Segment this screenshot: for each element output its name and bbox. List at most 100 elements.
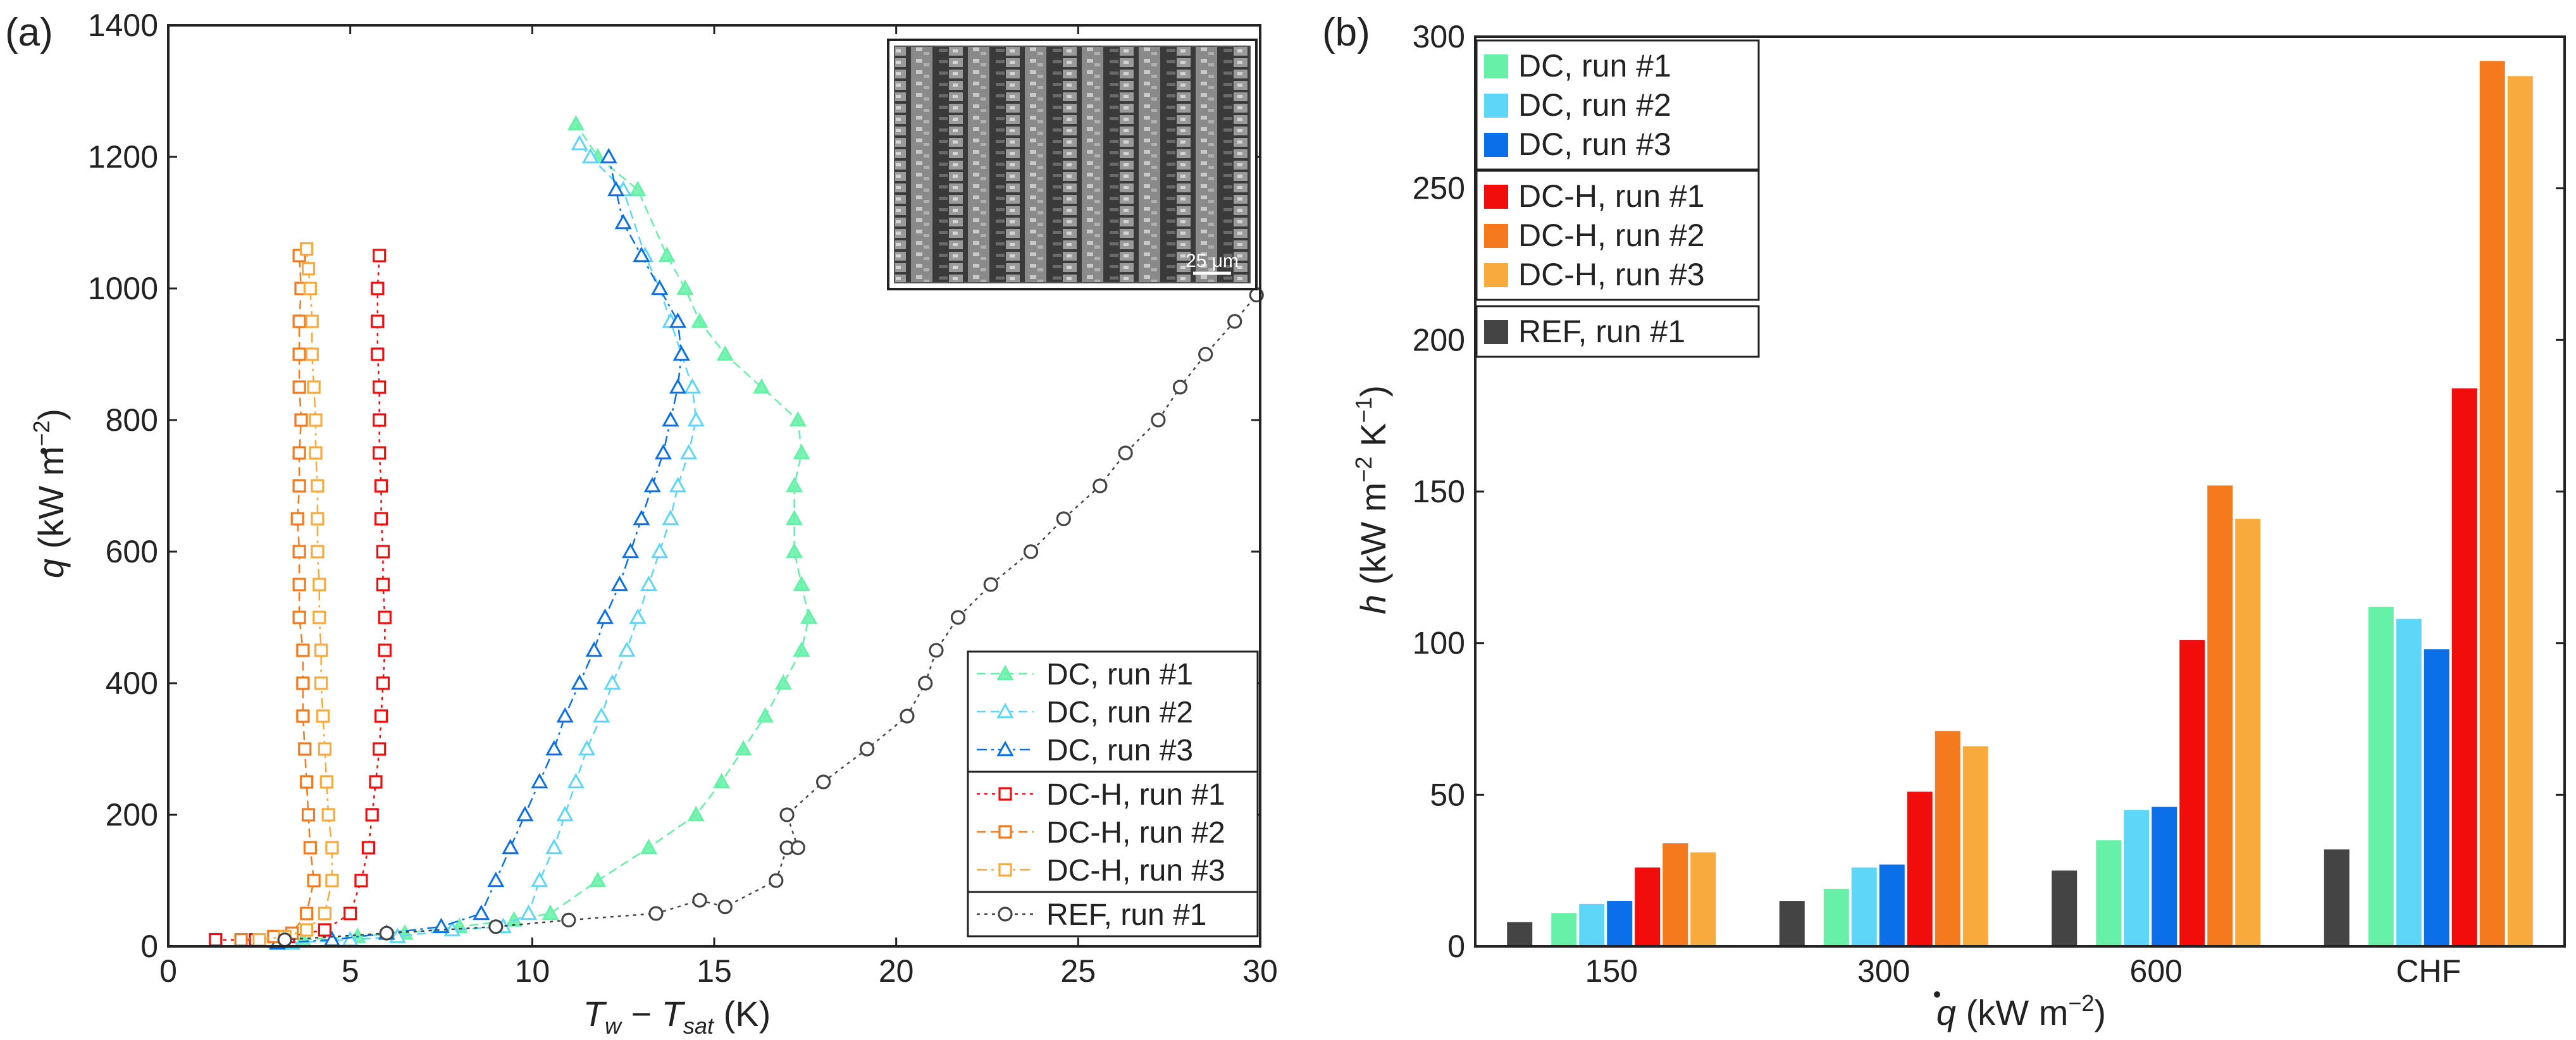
y-tick-label: 200 [1413,322,1465,357]
data-point [376,676,390,690]
panel-b: (b) 0 50 100 150 200 250 300 150 300 600 CHF q (kW… [1322,11,2566,1032]
data-point [301,808,316,822]
bar [1579,903,1605,946]
data-point [662,411,679,427]
data-point [753,378,771,394]
data-point [376,578,390,591]
y-tick-label: 300 [1413,19,1465,54]
legend-item: DC-H, run #3 [1484,257,1705,292]
data-point [672,345,690,361]
legend-label: DC, run #1 [1518,48,1671,84]
panel-a-x-label: Tw − Tsat (K) [583,994,771,1039]
data-point [651,542,669,559]
data-point [296,709,310,723]
data-point [669,476,687,493]
data-point [292,578,306,591]
data-point [734,740,752,756]
legend-label: DC-H, run #2 [1046,816,1225,850]
legend-label: DC-H, run #1 [1518,178,1705,214]
data-point [354,874,368,888]
legend-swatch [1484,185,1508,209]
data-point [292,446,306,460]
panel-a-legend: DC, run #1 DC, run #2 DC, run #3 DC-H, run … [967,650,1259,938]
legend-swatch [1484,224,1508,248]
bar [2052,870,2078,946]
data-point [545,740,563,756]
data-point [296,643,310,657]
data-point [786,509,803,526]
data-point [604,674,621,690]
data-point [305,314,319,328]
legend-box [1475,170,1760,301]
data-point [473,904,490,920]
legend-label: DC, run #2 [1518,87,1671,123]
panel-a-y-label-dot [40,448,47,454]
data-point [371,314,385,328]
data-point [314,643,328,657]
data-point [307,380,321,394]
data-point [292,314,306,328]
legend-item: DC, run #2 [977,696,1193,729]
data-point [585,641,603,657]
y-tick-label: 0 [140,929,158,964]
data-point [593,707,610,723]
data-point [313,578,326,591]
series-dc3 [269,147,690,950]
panel-b-y-label: h (kW m−2 K−1) [1351,385,1393,614]
data-point [691,312,709,328]
data-point [561,912,576,928]
y-tick-label: 200 [106,797,158,833]
data-point [716,345,734,361]
series-dch3 [252,242,339,947]
data-point [651,279,669,295]
bar [1690,852,1716,946]
data-point [318,742,331,756]
data-point [305,347,319,361]
data-point [373,249,387,263]
data-point [316,709,330,723]
legend-item: DC, run #3 [1484,127,1671,162]
data-point [1056,511,1071,526]
data-point [292,479,306,493]
panel-b-label: (b) [1322,11,1370,54]
data-point [633,246,650,263]
series-line [277,156,683,944]
panel-b-x-label: q (kW m−2) [1936,990,2106,1032]
data-point [683,378,702,394]
x-tick-label: 25 [1061,953,1096,989]
bar [1607,901,1633,946]
data-point [321,808,335,822]
data-point [300,907,314,920]
data-point [361,841,376,855]
data-point [692,893,707,908]
data-point [815,774,831,789]
data-point [365,808,379,822]
legend-swatch [1484,54,1508,78]
x-tick-label: 15 [697,953,732,989]
legend-swatch [1484,263,1508,287]
legend-label: DC, run #3 [1046,734,1193,767]
data-point [793,443,810,460]
series-line [302,123,810,941]
bar [2179,640,2205,946]
bar [2324,849,2350,946]
bar [2152,807,2177,946]
legend-item: DC, run #2 [1484,87,1671,123]
data-point [998,787,1012,801]
data-point [648,906,664,921]
data-point [373,742,387,756]
data-point [774,674,792,690]
data-point [789,411,807,427]
y-tick-label: 800 [106,402,158,438]
bar [1851,867,1877,946]
legend-box [1475,305,1760,358]
data-point [614,213,632,230]
legend-label: DC-H, run #3 [1518,257,1705,292]
panel-a-y-label: q (kW m−2) [28,409,71,578]
data-point [790,840,805,855]
panel-a: (a) 0 5 10 15 20 25 30 0 200 400 600 800 1000 1200 140… [5,8,1278,1039]
data-point [374,709,388,723]
bar [1935,731,1960,946]
data-point [618,641,636,657]
legend-box [967,891,1259,938]
